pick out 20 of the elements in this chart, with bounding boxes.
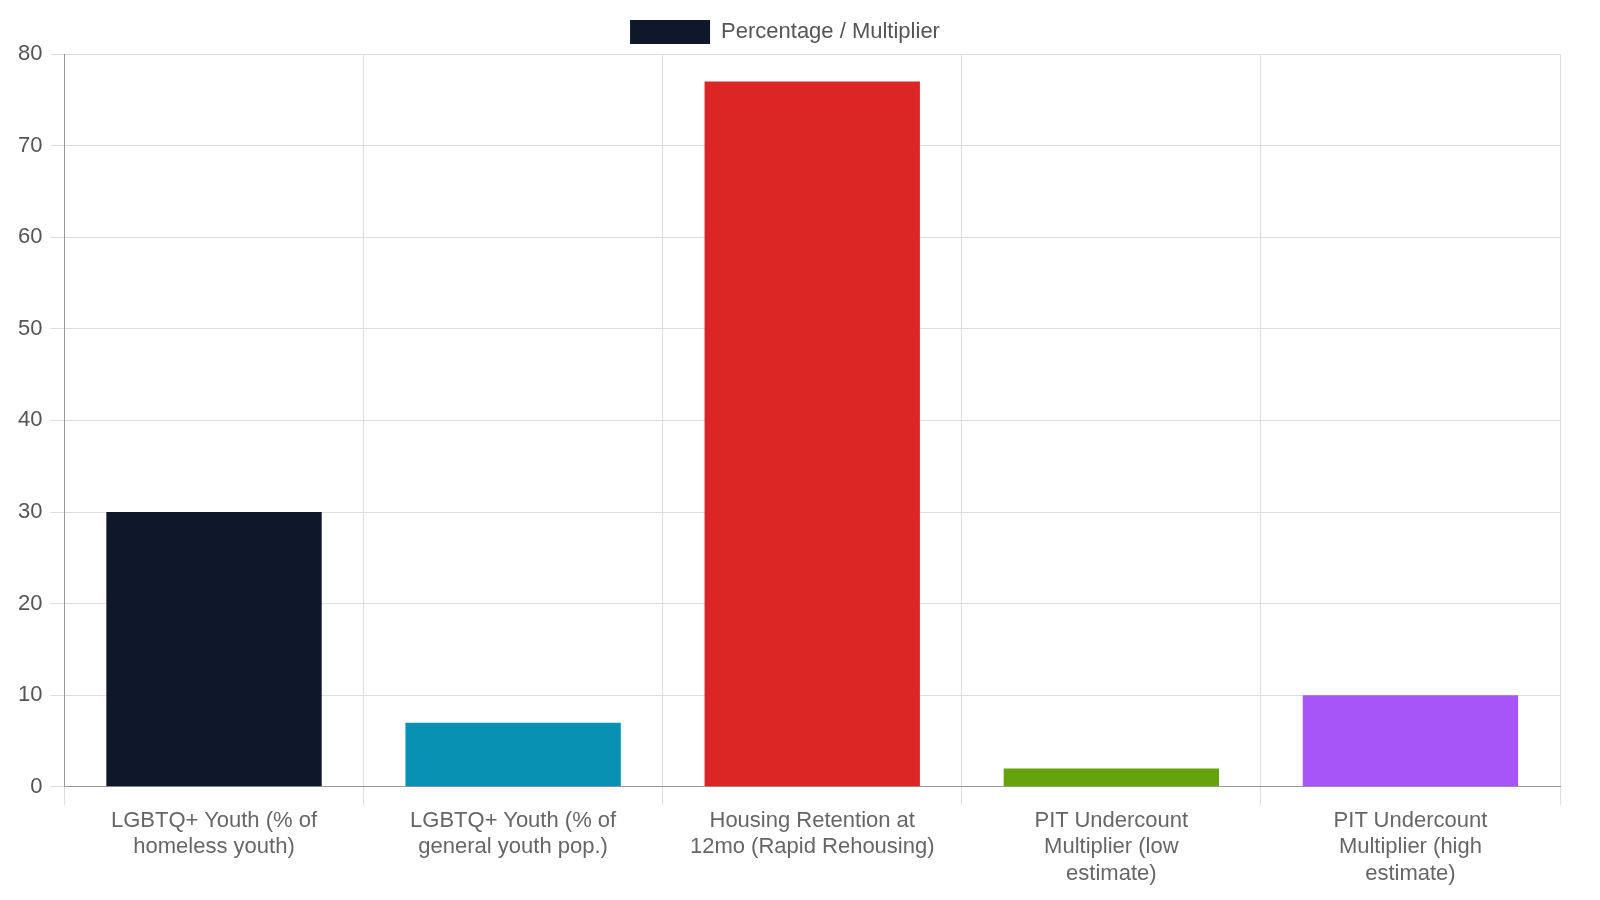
x-tick-label: Housing Retention at 12mo (Rapid Rehousing) (689, 807, 935, 859)
bar (106, 512, 322, 787)
y-tick-label: 0 (30, 772, 43, 798)
bar (1003, 768, 1220, 787)
y-tick-label: 70 (17, 131, 43, 157)
x-tick-label: PIT Undercount Multiplier (low estimate) (1034, 807, 1189, 885)
x-tick-label: PIT Undercount Multiplier (high estimate) (1333, 807, 1488, 885)
y-tick-label: 10 (17, 681, 43, 707)
y-tick-label: 80 (17, 40, 43, 66)
x-tick-label: LGBTQ+ Youth (% of general youth pop.) (410, 807, 618, 859)
y-tick-label: 40 (17, 406, 43, 432)
bar (704, 81, 920, 787)
y-tick-label: 50 (17, 314, 43, 340)
x-tick-label: LGBTQ+ Youth (% of homeless youth) (110, 807, 318, 859)
y-tick-label: 60 (17, 223, 43, 249)
bar (1302, 695, 1519, 787)
bar (405, 722, 621, 787)
legend-label: Percentage / Multiplier (721, 18, 940, 44)
y-tick-label: 20 (17, 589, 43, 615)
y-tick-label: 30 (17, 498, 43, 524)
